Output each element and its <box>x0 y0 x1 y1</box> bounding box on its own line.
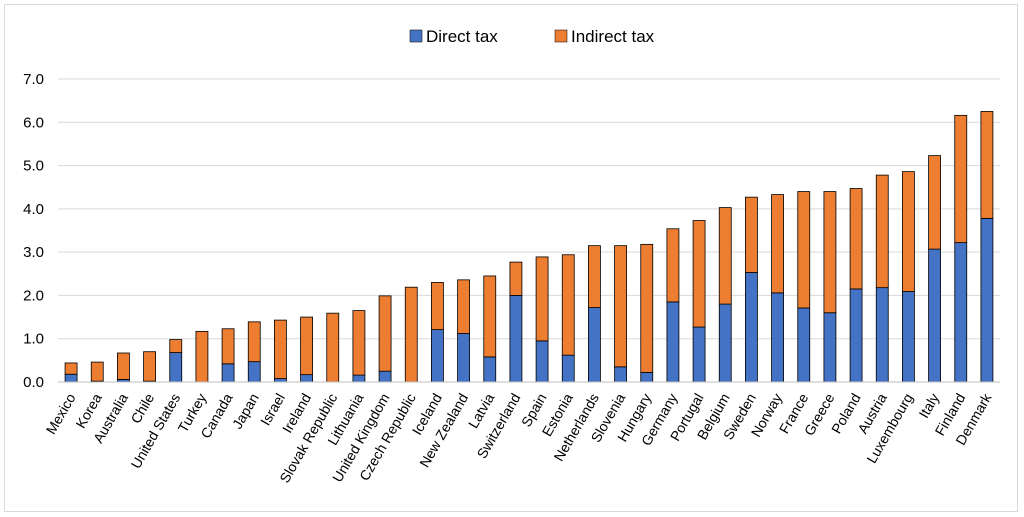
bar-indirect-tax-latvia <box>483 275 497 358</box>
bar-direct-tax-iceland <box>431 329 444 383</box>
bar-indirect-tax-switzerland <box>509 261 523 296</box>
bar-indirect-tax-spain <box>535 256 549 342</box>
y-tick-label: 4.0 <box>23 201 44 218</box>
bar-indirect-tax-netherlands <box>588 245 601 308</box>
bar-indirect-tax-korea <box>90 361 104 382</box>
bar-direct-tax-new-zealand <box>457 333 470 383</box>
bar-indirect-tax-belgium <box>718 207 732 305</box>
legend-label-direct-tax: Direct tax <box>426 27 498 46</box>
bar-indirect-tax-portugal <box>692 220 706 328</box>
bar-direct-tax-finland <box>954 242 968 383</box>
bar-indirect-tax-israel <box>274 319 287 379</box>
bar-indirect-tax-new-zealand <box>457 279 470 334</box>
legend: Direct tax Indirect tax <box>409 27 655 46</box>
bar-direct-tax-slovenia <box>614 366 627 383</box>
bar-direct-tax-poland <box>849 288 863 383</box>
legend-swatch-direct-tax <box>409 29 423 43</box>
bar-direct-tax-sweden <box>745 272 758 383</box>
bar-direct-tax-hungary <box>640 372 654 383</box>
bar-indirect-tax-hungary <box>640 243 654 373</box>
bar-indirect-tax-turkey <box>195 330 209 383</box>
bar-indirect-tax-australia <box>117 352 130 380</box>
gridlines <box>58 78 1000 340</box>
y-tick-label: 0.0 <box>23 374 44 391</box>
bar-indirect-tax-czech-republic <box>404 286 418 383</box>
bar-indirect-tax-germany <box>666 228 680 303</box>
x-tick-label-italy: Italy <box>915 391 942 421</box>
y-tick-label: 6.0 <box>23 114 44 131</box>
bar-indirect-tax-france <box>797 191 811 309</box>
x-tick-label-mexico: Mexico <box>43 390 79 437</box>
bar-direct-tax-luxembourg <box>902 291 915 383</box>
bar-indirect-tax-denmark <box>980 111 994 219</box>
bar-direct-tax-estonia <box>561 354 575 383</box>
bar-direct-tax-united-states <box>169 352 183 383</box>
bar-indirect-tax-slovenia <box>614 245 627 368</box>
y-tick-label: 2.0 <box>23 287 44 304</box>
bar-direct-tax-belgium <box>718 303 732 383</box>
bar-direct-tax-spain <box>535 340 549 383</box>
bar-indirect-tax-italy <box>928 155 941 250</box>
bar-direct-tax-denmark <box>980 217 994 383</box>
bar-indirect-tax-finland <box>954 114 968 244</box>
bar-direct-tax-latvia <box>483 356 497 383</box>
bar-indirect-tax-austria <box>875 174 889 289</box>
bar-direct-tax-switzerland <box>509 295 523 383</box>
x-tick-label-japan: Japan <box>229 391 262 432</box>
bar-indirect-tax-greece <box>823 191 837 314</box>
bar-indirect-tax-sweden <box>745 196 758 273</box>
bar-direct-tax-germany <box>666 301 680 383</box>
bar-indirect-tax-lithuania <box>352 310 366 376</box>
bar-direct-tax-mexico <box>64 373 78 383</box>
bar-direct-tax-canada <box>221 363 235 383</box>
bar-direct-tax-israel <box>274 378 287 383</box>
bar-indirect-tax-poland <box>849 188 863 290</box>
bar-direct-tax-lithuania <box>352 374 366 383</box>
y-tick-label: 7.0 <box>23 71 44 88</box>
bar-indirect-tax-iceland <box>431 282 444 331</box>
bar-indirect-tax-luxembourg <box>902 171 915 292</box>
bar-indirect-tax-slovak-republic <box>326 312 340 383</box>
y-axis-tick-labels: 0.0 1.0 2.0 3.0 4.0 5.0 6.0 7.0 <box>23 71 44 391</box>
bar-direct-tax-norway <box>771 292 784 383</box>
bar-direct-tax-netherlands <box>588 307 601 383</box>
bar-indirect-tax-canada <box>221 328 235 365</box>
legend-swatch-indirect-tax <box>554 29 568 43</box>
chart-frame <box>4 4 1018 512</box>
bar-indirect-tax-united-kingdom <box>378 295 392 372</box>
bar-direct-tax-greece <box>823 312 837 383</box>
bar-indirect-tax-ireland <box>300 316 313 376</box>
y-tick-label: 3.0 <box>23 244 44 261</box>
bars <box>64 111 994 383</box>
bar-direct-tax-united-kingdom <box>378 370 392 383</box>
bar-indirect-tax-norway <box>771 194 784 294</box>
bar-indirect-tax-chile <box>143 351 156 382</box>
bar-indirect-tax-united-states <box>169 339 183 353</box>
bar-direct-tax-italy <box>928 248 941 383</box>
bar-indirect-tax-estonia <box>561 254 575 356</box>
bar-direct-tax-ireland <box>300 374 313 383</box>
legend-label-indirect-tax: Indirect tax <box>571 27 655 46</box>
bar-direct-tax-france <box>797 307 811 383</box>
y-tick-label: 1.0 <box>23 331 44 348</box>
bar-direct-tax-austria <box>875 287 889 383</box>
bar-indirect-tax-japan <box>247 321 261 363</box>
y-tick-label: 5.0 <box>23 158 44 175</box>
bar-direct-tax-japan <box>247 361 261 383</box>
bar-direct-tax-portugal <box>692 326 706 383</box>
bar-indirect-tax-mexico <box>64 362 78 375</box>
